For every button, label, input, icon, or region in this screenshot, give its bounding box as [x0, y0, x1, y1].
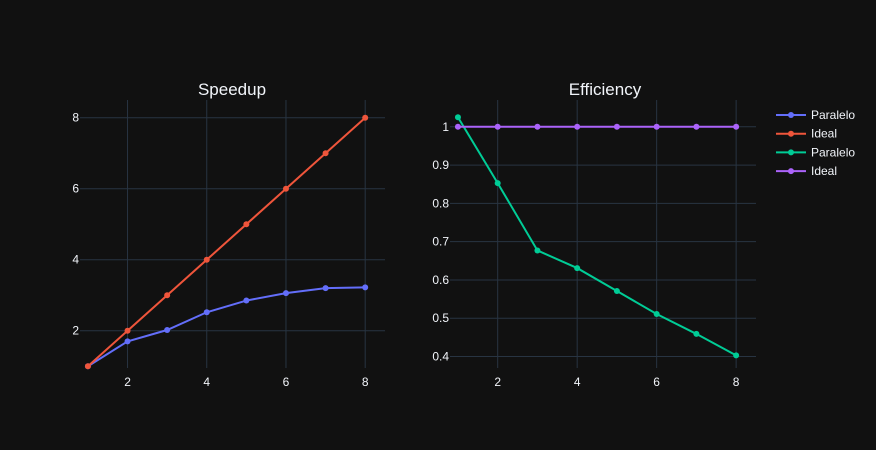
- data-point: [203, 309, 210, 316]
- y-tick-label: 0.9: [432, 158, 449, 172]
- data-point: [534, 247, 541, 254]
- legend-label: Ideal: [811, 127, 837, 141]
- y-tick-label: 0.8: [432, 196, 449, 210]
- x-tick-label: 4: [574, 375, 581, 389]
- data-point: [362, 114, 369, 121]
- y-tick-label: 0.7: [432, 235, 449, 249]
- data-point: [574, 265, 581, 272]
- data-point: [243, 221, 250, 228]
- legend-item: Paralelo: [776, 145, 855, 159]
- data-point: [164, 327, 171, 334]
- series-line: [87, 117, 366, 367]
- legend: Paralelo Ideal Paralelo Ideal: [776, 108, 855, 178]
- y-tick-label: 4: [72, 253, 79, 267]
- legend-label: Ideal: [811, 164, 837, 178]
- legend-item: Ideal: [776, 127, 837, 141]
- x-tick-label: 2: [124, 375, 131, 389]
- data-point: [164, 292, 171, 299]
- legend-item: Paralelo: [776, 108, 855, 122]
- chart-panel-2: 2 4 6 8 0.4 0.5 0.6 0.7 0.8 0.9 1 Efficiency: [432, 80, 756, 389]
- y-tick-label: 2: [72, 324, 79, 338]
- y-tick-label: 0.5: [432, 311, 449, 325]
- series-paralelo: [84, 284, 369, 370]
- data-point: [494, 180, 501, 187]
- data-point: [84, 363, 91, 370]
- chart-title: Efficiency: [569, 80, 642, 99]
- series-ideal: [454, 123, 740, 130]
- x-tick-label: 8: [362, 375, 369, 389]
- series-line: [87, 286, 366, 368]
- data-point: [454, 123, 461, 130]
- legend-label: Paralelo: [811, 145, 855, 159]
- data-point: [733, 123, 740, 130]
- x-tick-label: 4: [203, 375, 210, 389]
- data-point: [322, 285, 329, 292]
- data-point: [322, 150, 329, 157]
- series-ideal: [84, 114, 369, 370]
- data-point: [124, 327, 131, 334]
- series-line: [457, 116, 737, 357]
- legend-label: Paralelo: [811, 108, 855, 122]
- data-point: [203, 256, 210, 263]
- data-point: [693, 330, 700, 337]
- data-point: [282, 185, 289, 192]
- legend-swatch-marker: [788, 149, 794, 156]
- legend-swatch-marker: [788, 168, 794, 175]
- y-tick-label: 6: [72, 182, 79, 196]
- data-point: [362, 284, 369, 291]
- y-tick-label: 0.6: [432, 273, 449, 287]
- data-point: [613, 123, 620, 130]
- data-point: [124, 338, 131, 345]
- data-point: [613, 288, 620, 295]
- x-tick-label: 6: [283, 375, 290, 389]
- y-tick-label: 8: [72, 111, 79, 125]
- data-point: [693, 123, 700, 130]
- data-point: [653, 311, 660, 318]
- data-point: [733, 352, 740, 359]
- data-point: [243, 297, 250, 304]
- data-point: [653, 123, 660, 130]
- legend-swatch-marker: [788, 112, 794, 118]
- data-point: [494, 123, 501, 130]
- chart-title: Speedup: [198, 80, 266, 99]
- x-tick-label: 8: [733, 375, 740, 389]
- y-tick-label: 1: [442, 120, 449, 134]
- data-point: [454, 114, 461, 121]
- chart-panel-1: 2 4 6 8 2 4 6 8 Speedup: [72, 80, 385, 389]
- x-tick-label: 2: [494, 375, 501, 389]
- data-point: [574, 123, 581, 130]
- data-point: [282, 290, 289, 297]
- y-tick-label: 0.4: [432, 350, 449, 364]
- x-tick-label: 6: [653, 375, 660, 389]
- legend-item: Ideal: [776, 164, 837, 178]
- data-point: [534, 123, 541, 130]
- series-paralelo: [454, 114, 740, 359]
- legend-swatch-marker: [788, 130, 794, 137]
